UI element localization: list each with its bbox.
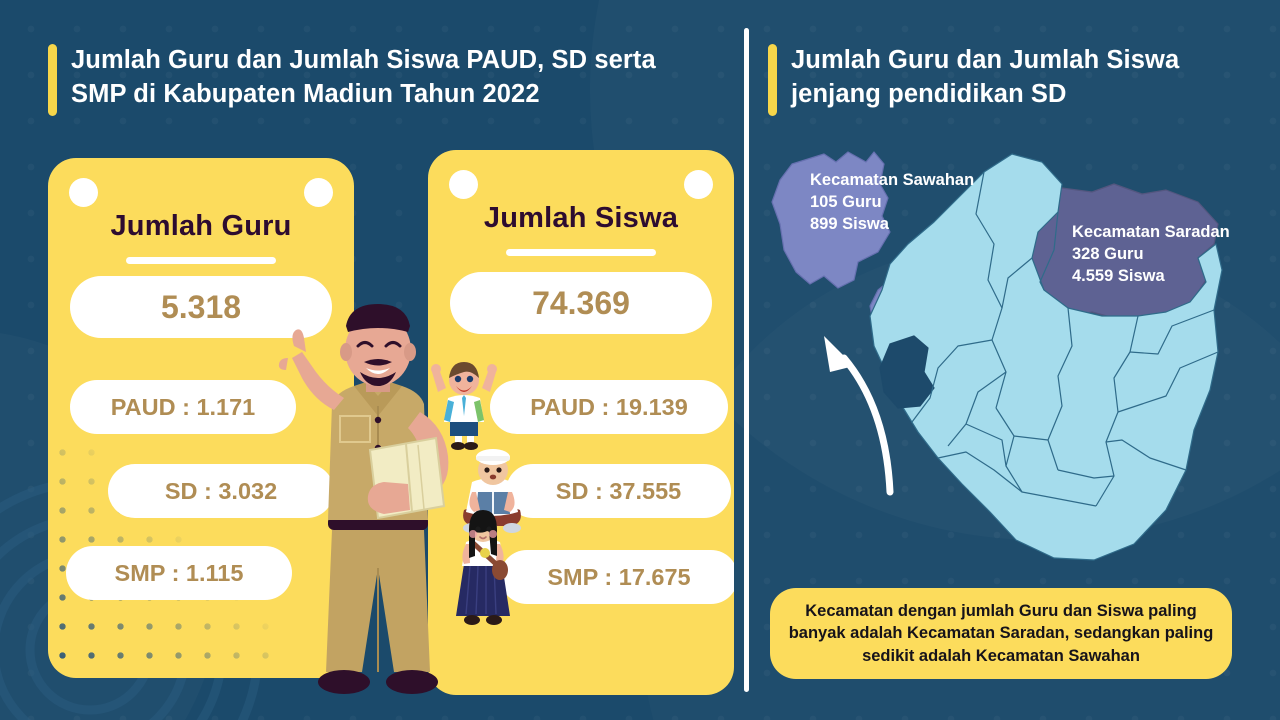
card-hole-right-icon xyxy=(304,178,333,207)
siswa-row-sd: SD : 37.555 xyxy=(506,464,731,518)
card-underline xyxy=(506,249,656,256)
left-panel-title: Jumlah Guru dan Jumlah Siswa PAUD, SD se… xyxy=(71,46,656,108)
accent-bar xyxy=(48,44,57,116)
map-label-saradan-students: 4.559 Siswa xyxy=(1072,266,1165,285)
map-caption-box: Kecamatan dengan jumlah Guru dan Siswa p… xyxy=(770,588,1232,679)
card-heading: Jumlah Siswa xyxy=(483,202,679,234)
right-panel-header: Jumlah Guru dan Jumlah Siswa jenjang pen… xyxy=(768,44,1238,116)
map-label-sawahan-students: 899 Siswa xyxy=(810,214,889,233)
accent-bar xyxy=(768,44,777,116)
panel-divider xyxy=(744,28,749,692)
card-hole-left-icon xyxy=(449,170,478,199)
map-kabupaten-madiun xyxy=(762,140,1278,580)
map-svg xyxy=(771,151,1223,561)
siswa-total-value: 74.369 xyxy=(450,272,712,334)
left-panel-header: Jumlah Guru dan Jumlah Siswa PAUD, SD se… xyxy=(48,44,708,116)
map-label-saradan-teachers: 328 Guru xyxy=(1072,244,1144,263)
map-label-sawahan-teachers: 105 Guru xyxy=(810,192,882,211)
right-panel-title: Jumlah Guru dan Jumlah Siswa jenjang pen… xyxy=(791,46,1180,108)
siswa-row-paud: PAUD : 19.139 xyxy=(490,380,728,434)
stat-card-jumlah-guru: Jumlah Guru 5.318 PAUD : 1.171 SD : 3.03… xyxy=(48,158,354,678)
card-hole-right-icon xyxy=(684,170,713,199)
card-heading: Jumlah Guru xyxy=(110,210,292,242)
guru-row-paud: PAUD : 1.171 xyxy=(70,380,296,434)
map-label-sawahan-name: Kecamatan Sawahan xyxy=(810,171,975,189)
guru-row-sd: SD : 3.032 xyxy=(108,464,334,518)
card-underline xyxy=(126,257,276,264)
map-label-saradan: Kecamatan Saradan 328 Guru 4.559 Siswa xyxy=(1072,222,1230,287)
map-label-sawahan: Kecamatan Sawahan 105 Guru 899 Siswa xyxy=(810,170,974,235)
card-hole-left-icon xyxy=(69,178,98,207)
siswa-row-smp: SMP : 17.675 xyxy=(500,550,734,604)
map-arrow-icon xyxy=(824,336,894,496)
map-region-sawahan xyxy=(771,151,891,289)
stat-card-jumlah-siswa: Jumlah Siswa 74.369 PAUD : 19.139 SD : 3… xyxy=(428,150,734,695)
map-label-saradan-name: Kecamatan Saradan xyxy=(1072,223,1230,241)
guru-row-smp: SMP : 1.115 xyxy=(66,546,292,600)
map-region-notch xyxy=(879,335,935,409)
guru-total-value: 5.318 xyxy=(70,276,332,338)
